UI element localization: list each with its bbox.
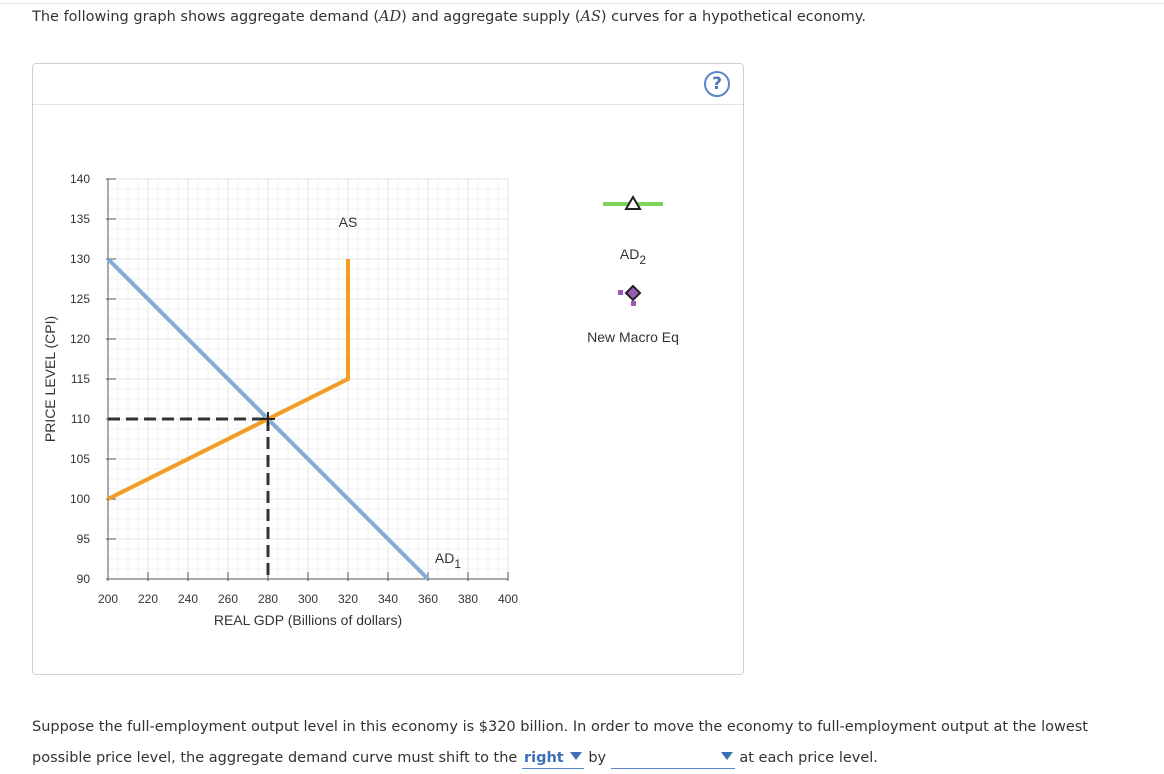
shift-direction-dropdown[interactable]: right [521,748,584,769]
x-tick-label: 320 [338,592,358,606]
y-tick-label: 135 [70,212,90,226]
y-axis-title: PRICE LEVEL (CPI) [42,316,58,442]
y-tick-label: 120 [70,332,90,346]
x-tick-label: 300 [298,592,318,606]
x-tick-label: 280 [258,592,278,606]
y-tick-label: 110 [71,412,90,426]
help-icon[interactable]: ? [704,71,730,97]
as-symbol: AS [580,9,601,25]
y-tick-label: 105 [70,452,90,466]
x-tick-label: 380 [458,592,478,606]
legend-new-macro-eq-label: New Macro Eq [587,329,679,345]
y-tick-label: 100 [70,492,90,506]
x-tick-label: 200 [98,592,118,606]
legend-diamond-icon [624,284,642,302]
x-axis-title: REAL GDP (Billions of dollars) [214,612,402,628]
y-tick-label: 125 [70,292,90,306]
y-tick-label: 90 [77,572,91,586]
x-tick-label: 240 [178,592,198,606]
x-tick-label: 220 [138,592,158,606]
y-tick-label: 140 [70,172,90,186]
y-tick-label: 130 [70,252,90,266]
intro-text: The following graph shows aggregate dema… [32,9,866,25]
legend-eq-dot [618,290,623,295]
graph-toolbar [33,64,743,105]
chevron-down-icon [569,752,582,760]
y-tick-label: 95 [77,532,91,546]
x-tick-label: 400 [498,592,518,606]
y-tick-label: 115 [71,372,90,386]
shift-amount-dropdown[interactable] [610,748,735,769]
adas-chart[interactable]: 90 95 100 105 110 115 120 125 130 135 140 200 220 240… [33,64,743,674]
legend-eq-dot [631,301,636,306]
curve-label-as: AS [339,214,358,230]
x-tick-label: 360 [418,592,438,606]
top-divider [0,3,1164,4]
question-text: Suppose the full-employment output level… [32,712,1142,774]
legend-ad2-triangle-icon [624,195,642,210]
ad-symbol: AD [379,9,402,25]
legend-ad2-label: AD2 [620,246,646,267]
curve-as [107,259,350,501]
chevron-down-icon [720,752,733,760]
x-tick-label: 260 [218,592,238,606]
x-tick-label: 340 [378,592,398,606]
graph-panel: ? 90 95 100 105 110 115 120 125 130 135 140 200 220 2… [32,63,744,675]
